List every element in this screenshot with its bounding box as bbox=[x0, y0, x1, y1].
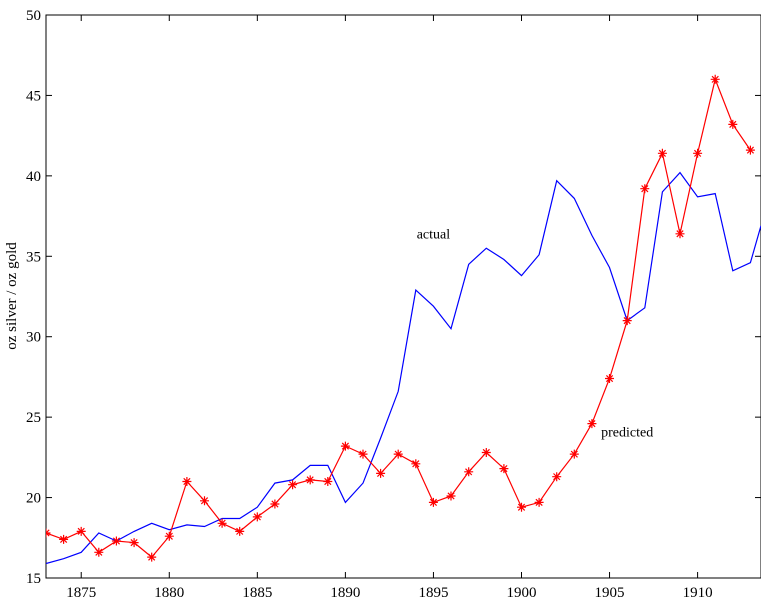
data-point-marker bbox=[130, 538, 139, 547]
data-point-marker bbox=[587, 419, 596, 428]
data-point-marker bbox=[288, 480, 297, 489]
data-point-marker bbox=[200, 496, 209, 505]
data-point-marker bbox=[728, 120, 737, 129]
data-point-marker bbox=[253, 512, 262, 521]
data-point-marker bbox=[552, 472, 561, 481]
data-point-marker bbox=[394, 450, 403, 459]
data-point-marker bbox=[711, 75, 720, 84]
data-point-marker bbox=[517, 503, 526, 512]
x-tick-label: 1880 bbox=[154, 585, 184, 600]
annotation-predicted: predicted bbox=[601, 425, 653, 440]
data-point-marker bbox=[182, 477, 191, 486]
data-point-marker bbox=[165, 532, 174, 541]
data-point-marker bbox=[570, 450, 579, 459]
data-point-marker bbox=[77, 527, 86, 536]
y-tick-label: 50 bbox=[26, 8, 41, 24]
data-point-marker bbox=[411, 459, 420, 468]
data-point-marker bbox=[218, 519, 227, 528]
data-point-marker bbox=[341, 442, 350, 451]
data-point-marker bbox=[693, 149, 702, 158]
y-tick-label: 20 bbox=[26, 491, 41, 507]
data-point-marker bbox=[429, 498, 438, 507]
data-point-marker bbox=[323, 477, 332, 486]
x-tick-label: 1905 bbox=[595, 585, 625, 600]
y-tick-label: 35 bbox=[26, 249, 41, 265]
x-tick-label: 1895 bbox=[418, 585, 448, 600]
data-point-marker bbox=[147, 553, 156, 562]
annotation-actual: actual bbox=[417, 228, 451, 243]
data-point-marker bbox=[270, 500, 279, 509]
data-point-marker bbox=[59, 535, 68, 544]
data-point-marker bbox=[640, 184, 649, 193]
data-point-marker bbox=[482, 448, 491, 457]
data-point-marker bbox=[359, 450, 368, 459]
y-tick-label: 30 bbox=[26, 330, 41, 346]
y-tick-label: 45 bbox=[26, 88, 41, 104]
data-point-marker bbox=[376, 469, 385, 478]
plot-area-frame bbox=[46, 15, 761, 578]
data-point-marker bbox=[42, 529, 51, 538]
data-point-marker bbox=[535, 498, 544, 507]
data-point-marker bbox=[306, 475, 315, 484]
data-point-marker bbox=[112, 537, 121, 546]
x-tick-label: 1875 bbox=[66, 585, 96, 600]
data-point-marker bbox=[235, 527, 244, 536]
data-point-marker bbox=[746, 146, 755, 155]
data-point-marker bbox=[658, 149, 667, 158]
y-tick-label: 40 bbox=[26, 169, 41, 185]
data-point-marker bbox=[676, 229, 685, 238]
y-axis-label: oz silver / oz gold bbox=[4, 242, 20, 350]
x-tick-label: 1900 bbox=[506, 585, 536, 600]
x-tick-label: 1885 bbox=[242, 585, 272, 600]
data-point-marker bbox=[499, 464, 508, 473]
data-point-marker bbox=[623, 316, 632, 325]
x-tick-label: 1910 bbox=[683, 585, 713, 600]
y-tick-label: 25 bbox=[26, 410, 41, 426]
y-tick-label: 15 bbox=[26, 571, 41, 587]
x-tick-label: 1890 bbox=[330, 585, 360, 600]
